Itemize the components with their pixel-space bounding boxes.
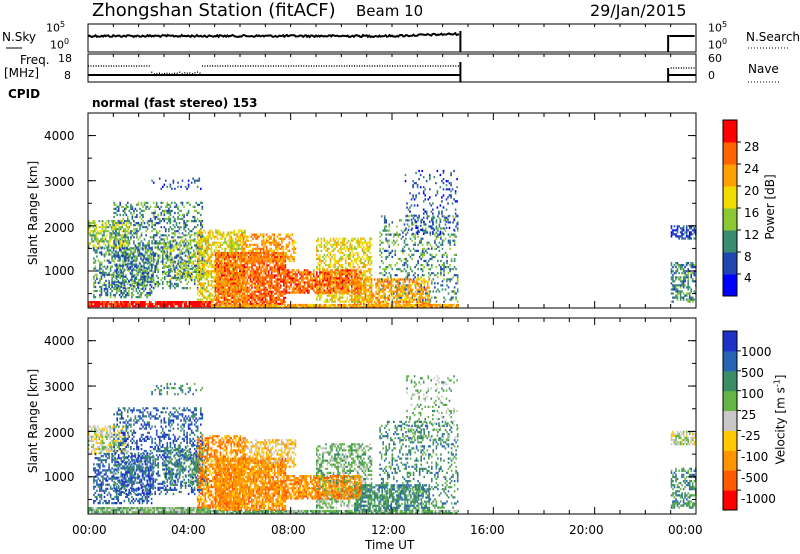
xtick: 20:00 (569, 523, 604, 537)
colorbar-swatch (723, 274, 737, 297)
chart-title: Zhongshan Station (fitACF) (92, 0, 336, 21)
nsky-strip (6, 23, 788, 53)
colorbar-swatch (723, 164, 737, 187)
colorbar-swatch (723, 331, 737, 352)
power-panel (87, 112, 697, 309)
colorbar-swatch (723, 120, 737, 143)
power-cbar-tick: 16 (744, 206, 760, 220)
cpid-label: CPID (8, 87, 41, 101)
freq-strip (87, 53, 780, 83)
cpid-mode: normal (fast stereo) 153 (92, 96, 258, 110)
nsearch-tick-top: 105 (708, 20, 728, 35)
power-ytick: 2000 (44, 221, 75, 235)
echo-cells (93, 382, 697, 511)
colorbar-swatch (723, 490, 737, 511)
nsky-tick-top: 105 (46, 20, 66, 35)
freq-label: Freq. (20, 53, 50, 67)
colorbar-swatch (723, 450, 737, 471)
echo-cells (88, 252, 362, 308)
power-ytick: 3000 (44, 175, 75, 189)
nave-series (88, 65, 695, 75)
power-ylabel: Slant Range [km] (26, 160, 40, 266)
nsearch-tick-bottom: 100 (708, 37, 728, 52)
colorbar-swatch (723, 186, 737, 209)
date-label: 29/Jan/2015 (590, 1, 687, 20)
colorbar-swatch (723, 252, 737, 275)
colorbar-swatch (723, 410, 737, 431)
velocity-cbar-tick: -1000 (741, 492, 776, 506)
nave-label: Nave (748, 62, 779, 76)
velocity-ytick: 1000 (44, 470, 75, 484)
power-colorbar (722, 119, 741, 297)
velocity-ytick: 3000 (44, 380, 75, 394)
colorbar-frame (722, 330, 738, 511)
velocity-cbar-tick: 100 (741, 387, 764, 401)
velocity-cbar-tick: -500 (741, 471, 769, 485)
echo-cells (93, 407, 204, 505)
beam-label: Beam 10 (356, 2, 424, 20)
echo-cells (88, 220, 459, 309)
nsky-series (87, 31, 695, 39)
nsearch-label: N.Search (746, 30, 800, 44)
freq-frame (87, 53, 697, 83)
velocity-ytick: 4000 (44, 334, 75, 348)
velocity-cbar-label: Velocity [m s-1] (772, 374, 788, 465)
velocity-colorbar (722, 330, 741, 511)
colorbar-swatch (723, 430, 737, 451)
echo-cells (196, 435, 362, 511)
velocity-cbar-tick: -100 (741, 450, 769, 464)
velocity-cbar-tick: 25 (741, 408, 757, 422)
nave-tick-bottom: 0 (708, 69, 715, 82)
velocity-panel (87, 317, 697, 515)
xtick: 16:00 (470, 523, 505, 537)
power-cbar-tick: 12 (744, 228, 760, 242)
nave-tick-top: 60 (708, 52, 722, 65)
power-ytick: 4000 (44, 129, 75, 143)
nsky-tick-bottom: 100 (50, 37, 70, 52)
xlabel: Time UT (365, 538, 415, 552)
colorbar-swatch (723, 470, 737, 491)
nsky-frame (87, 23, 697, 53)
xtick: 00:00 (668, 523, 703, 537)
echo-cells (196, 229, 458, 309)
power-ytick: 1000 (44, 264, 75, 278)
velocity-cbar-tick: 1000 (741, 345, 772, 359)
power-cbar-tick: 4 (744, 271, 752, 285)
echo-cells (89, 375, 697, 515)
colorbar-swatch (723, 390, 737, 412)
power-cbar-tick: 28 (744, 140, 760, 154)
xtick: 04:00 (171, 523, 206, 537)
xtick: 00:00 (72, 523, 107, 537)
velocity-ylabel: Slant Range [km] (26, 368, 40, 474)
power-cbar-label: Power [dB] (763, 174, 777, 240)
velocity-cbar-tick: 500 (741, 366, 764, 380)
freq-unit: [MHz] (4, 66, 40, 80)
colorbar-swatch (723, 142, 737, 165)
freq-tick-bottom: 8 (64, 69, 71, 82)
xtick: 12:00 (371, 523, 406, 537)
echo-cells (196, 435, 362, 511)
power-cbar-tick: 20 (744, 184, 760, 198)
power-cbar-tick: 24 (744, 162, 760, 176)
echo-cells (93, 169, 697, 303)
freq-tick-top: 18 (58, 52, 72, 65)
colorbar-swatch (723, 208, 737, 231)
velocity-ytick: 2000 (44, 426, 75, 440)
colorbar-swatch (723, 350, 737, 372)
xtick: 08:00 (271, 523, 306, 537)
colorbar-swatch (723, 230, 737, 253)
nsky-label: N.Sky (2, 30, 37, 44)
velocity-cbar-tick: -25 (741, 429, 761, 443)
power-cbar-tick: 8 (744, 250, 752, 264)
colorbar-swatch (723, 370, 737, 392)
